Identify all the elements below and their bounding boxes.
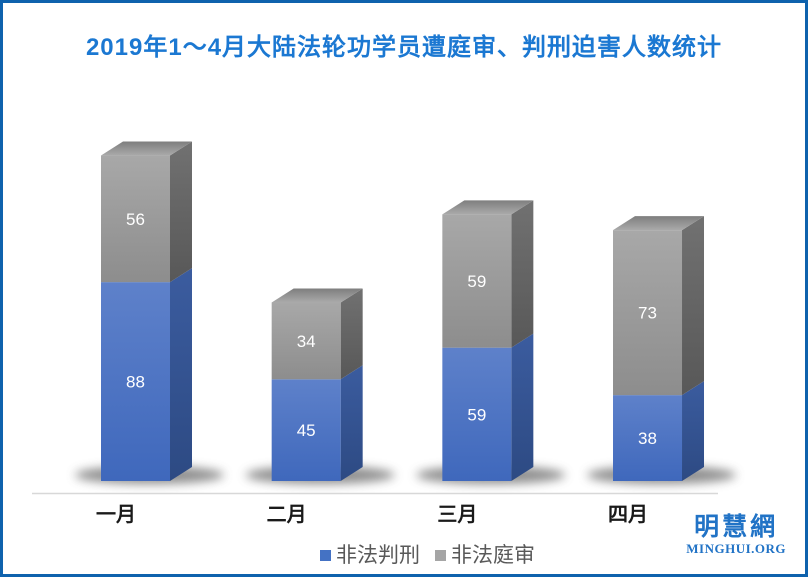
category-label: 二月: [267, 504, 307, 526]
minghui-logo-chinese: 明慧網: [694, 513, 779, 541]
bar-front-trial: [613, 230, 683, 396]
legend-swatch-blue: [320, 549, 331, 561]
bar-front-sentenced: [271, 379, 341, 481]
bar-side-trial: [170, 141, 192, 283]
legend-item-sentenced: 非法判刑: [320, 539, 420, 569]
bar-side-sentenced: [511, 333, 534, 481]
chart-title: 2019年1～4月大陆法轮功学员遭庭审、判刑迫害人数统计: [85, 34, 723, 61]
bars: [101, 141, 705, 481]
value-label-sentenced: 45: [297, 421, 316, 440]
legend-label-trial: 非法庭审: [451, 544, 535, 567]
bar-side-trial: [340, 288, 363, 380]
value-label-sentenced: 59: [467, 405, 486, 424]
bar-front-trial: [101, 155, 170, 283]
category-label: 三月: [437, 504, 477, 526]
bar-side-trial: [682, 216, 705, 396]
minghui-logo: 明慧網 MINGHUI.ORG: [686, 514, 786, 557]
bar-front-sentenced: [613, 395, 683, 481]
value-label-trial: 34: [297, 332, 316, 351]
bar-top-trial: [101, 141, 192, 156]
bar-side-trial: [511, 200, 534, 348]
bar-side-sentenced: [170, 268, 192, 481]
category-label: 一月: [96, 504, 136, 526]
minghui-logo-domain: MINGHUI.ORG: [686, 541, 786, 557]
legend-item-trial: 非法庭审: [435, 539, 535, 569]
value-label-trial: 59: [467, 272, 486, 291]
chart-legend: 非法判刑 非法庭审: [320, 539, 535, 569]
bar-top-trial: [442, 200, 534, 215]
category-label: 四月: [608, 504, 648, 526]
value-label-trial: 73: [638, 304, 657, 323]
bar-side-sentenced: [340, 365, 363, 481]
bar-top-trial: [271, 288, 363, 303]
bar-front-sentenced: [101, 282, 170, 481]
legend-swatch-gray: [435, 549, 446, 561]
bar-side-sentenced: [682, 381, 705, 481]
bar-front-trial: [442, 214, 512, 348]
value-label-sentenced: 38: [638, 429, 657, 448]
value-label-trial: 56: [126, 210, 145, 229]
legend-label-sentenced: 非法判刑: [336, 544, 420, 567]
labels: 88 56 一月 45 34 二月 59 59 三月 38 73 四月: [96, 210, 657, 526]
bar-front-trial: [271, 302, 341, 380]
bar-front-sentenced: [442, 347, 512, 481]
value-label-sentenced: 88: [126, 373, 145, 392]
bar-top-trial: [613, 216, 705, 231]
